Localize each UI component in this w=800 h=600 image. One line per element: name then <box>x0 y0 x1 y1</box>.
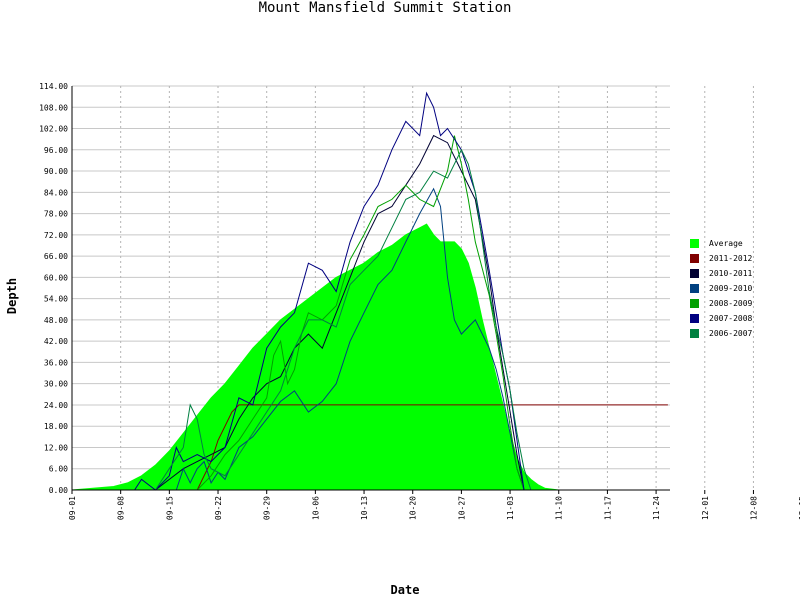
x-tick-label: 12-15 <box>798 496 800 520</box>
legend-label: 2010-2011 <box>709 269 753 278</box>
y-tick-label: 54.00 <box>44 295 68 304</box>
series-2010-2011-line <box>155 134 525 491</box>
legend-swatch <box>690 329 699 338</box>
y-tick-label: 84.00 <box>44 188 68 197</box>
legend: Average 2011-2012 2010-2011 2009-2010 2008-2… <box>690 236 795 341</box>
x-tick-label: 09-15 <box>165 496 174 520</box>
x-tick-label: 11-03 <box>506 496 515 520</box>
x-tick-label: 10-06 <box>311 496 320 520</box>
x-tick-label: 09-01 <box>68 496 77 520</box>
legend-label: 2007-2008 <box>709 314 753 323</box>
y-tick-label: 72.00 <box>44 231 68 240</box>
legend-label: 2009-2010 <box>709 284 753 293</box>
legend-label: Average <box>709 239 743 248</box>
y-tick-label: 114.00 <box>39 82 68 91</box>
series-2007-2008-line <box>134 91 525 491</box>
legend-item-2011-2012: 2011-2012 <box>690 251 795 266</box>
y-tick-label: 42.00 <box>44 337 68 346</box>
y-tick-label: 90.00 <box>44 167 68 176</box>
x-tick-label: 11-17 <box>603 496 612 520</box>
x-tick-label: 09-29 <box>263 496 272 520</box>
y-tick-label: 12.00 <box>44 443 68 452</box>
y-tick-label: 48.00 <box>44 316 68 325</box>
series-2009-2010-line <box>175 187 525 491</box>
x-axis-label: Date <box>390 583 420 597</box>
legend-swatch <box>690 284 699 293</box>
axes: 0.00 6.00 12.00 18.00 24.00 30.00 36.00 42.00 48… <box>39 82 800 520</box>
y-tick-label: 78.00 <box>44 210 68 219</box>
x-tick-label: 12-01 <box>701 496 710 520</box>
y-tick-label: 18.00 <box>44 422 68 431</box>
y-tick-label: 66.00 <box>44 252 68 261</box>
series-2006-2007-line <box>154 148 532 491</box>
x-tick-label: 11-10 <box>555 496 564 520</box>
chart-title: Mount Mansfield Summit Station <box>258 0 512 16</box>
y-tick-label: 6.00 <box>49 465 68 474</box>
legend-item-2006-2007: 2006-2007 <box>690 326 795 341</box>
legend-label: 2006-2007 <box>709 329 753 338</box>
legend-item-2009-2010: 2009-2010 <box>690 281 795 296</box>
legend-item-2010-2011: 2010-2011 <box>690 266 795 281</box>
x-tick-label: 10-13 <box>360 496 369 520</box>
y-tick-label: 60.00 <box>44 273 68 282</box>
legend-swatch <box>690 269 699 278</box>
x-tick-label: 12-08 <box>749 496 758 520</box>
legend-swatch <box>690 314 699 323</box>
series-layer <box>71 91 668 491</box>
y-tick-label: 0.00 <box>49 486 68 495</box>
x-tick-label: 09-22 <box>214 496 223 520</box>
x-tick-label: 10-20 <box>409 496 418 520</box>
legend-swatch <box>690 239 699 248</box>
y-tick-label: 102.00 <box>39 125 68 134</box>
legend-swatch <box>690 299 699 308</box>
x-tick-label: 10-27 <box>457 496 466 520</box>
series-2008-2009-line <box>196 135 525 491</box>
y-tick-label: 36.00 <box>44 358 68 367</box>
y-tick-label: 96.00 <box>44 146 68 155</box>
legend-label: 2011-2012 <box>709 254 753 263</box>
y-tick-label: 108.00 <box>39 103 68 112</box>
legend-swatch <box>690 254 699 263</box>
y-tick-label: 30.00 <box>44 380 68 389</box>
y-tick-label: 24.00 <box>44 401 68 410</box>
legend-item-average: Average <box>690 236 795 251</box>
legend-item-2008-2009: 2008-2009 <box>690 296 795 311</box>
x-tick-label: 09-08 <box>117 496 126 520</box>
legend-label: 2008-2009 <box>709 299 753 308</box>
legend-item-2007-2008: 2007-2008 <box>690 311 795 326</box>
x-tick-label: 11-24 <box>652 496 661 520</box>
